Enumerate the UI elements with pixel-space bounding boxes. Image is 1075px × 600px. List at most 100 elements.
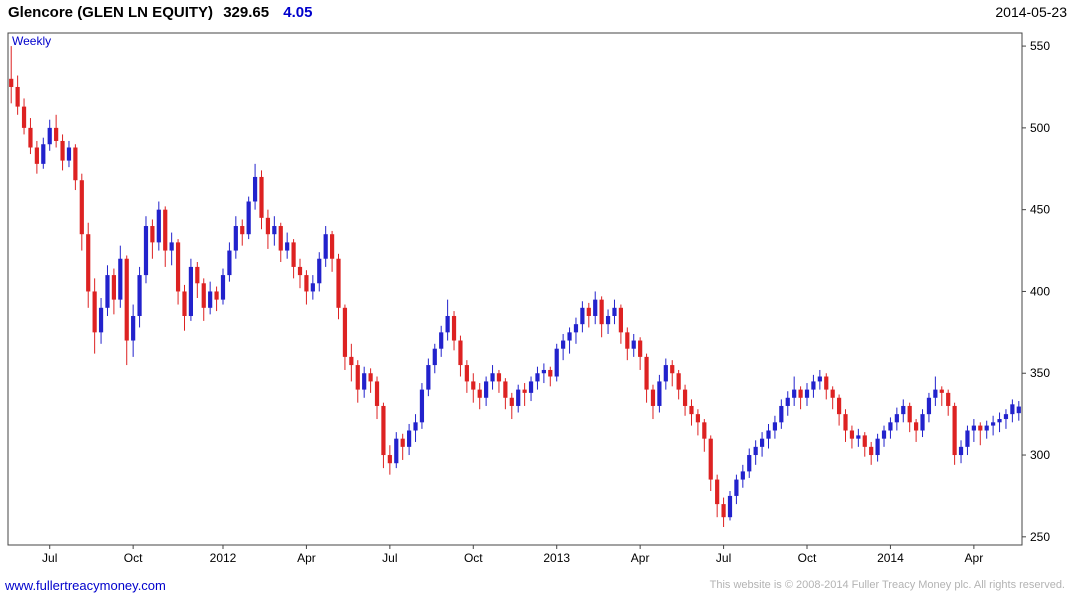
candle-body — [124, 258, 129, 341]
page-title: Glencore (GLEN LN EQUITY) 329.65 4.05 — [8, 4, 312, 21]
candle-body — [573, 324, 579, 333]
candle-body — [9, 78, 14, 87]
candle-body — [804, 389, 810, 398]
candle-body — [541, 369, 546, 374]
x-tick-label: 2012 — [210, 551, 237, 565]
candle-body — [798, 389, 803, 398]
candle-body — [759, 438, 765, 447]
candle-body — [477, 389, 482, 398]
candle-body — [650, 389, 656, 406]
candle-body — [792, 389, 797, 398]
candle-body — [439, 332, 444, 349]
candle-body — [612, 307, 617, 316]
last-price: 329.65 — [223, 4, 270, 21]
candle-body — [464, 365, 469, 382]
x-tick-label: Apr — [965, 551, 984, 565]
candle-body — [163, 209, 168, 251]
candle-body — [47, 127, 52, 145]
x-tick-label: Jul — [716, 551, 731, 565]
candle-body — [862, 435, 867, 447]
candle-body — [984, 425, 989, 431]
x-tick-label: Jul — [42, 551, 57, 565]
candle-body — [362, 373, 367, 390]
y-tick-label: 400 — [1030, 284, 1050, 298]
candle-body — [272, 226, 277, 235]
candle-body — [98, 307, 104, 333]
candle-body — [15, 86, 20, 107]
candle-body — [381, 405, 386, 456]
candle-body — [721, 504, 726, 518]
candle-body — [208, 291, 213, 308]
candle-body — [496, 373, 502, 382]
candle-body — [195, 266, 200, 284]
x-tick-label: 2014 — [877, 551, 904, 565]
candle-body — [92, 291, 97, 333]
candlestick-chart: 250 300 350 400 450 500 550 Jul Oct 2012 Apr Jul Oct… — [7, 32, 1050, 565]
x-tick-label: Apr — [297, 551, 316, 565]
candle-body — [631, 340, 636, 349]
y-tick-label: 500 — [1030, 121, 1050, 135]
candle-body — [734, 479, 739, 496]
candle-body — [329, 234, 335, 259]
candle-body — [772, 422, 778, 431]
candle-body — [60, 140, 65, 161]
candle-body — [567, 332, 572, 341]
candle-body — [28, 127, 33, 148]
candle-body — [310, 283, 315, 292]
candle-body — [451, 315, 457, 341]
candle-body — [233, 226, 238, 251]
site-link[interactable]: www.fullertreacymoney.com — [5, 577, 166, 593]
candle-body — [830, 389, 835, 398]
candle-body — [580, 307, 585, 325]
candle-body — [836, 397, 842, 415]
candle-body — [766, 430, 771, 439]
candle-body — [958, 446, 964, 456]
candle-body — [657, 381, 662, 406]
y-tick-label: 250 — [1030, 530, 1050, 544]
y-tick-label: 550 — [1030, 39, 1050, 53]
candle-body — [259, 176, 264, 218]
candle-body — [374, 381, 380, 406]
candle-body — [66, 147, 72, 161]
candle-body — [175, 242, 181, 292]
candle-body — [522, 389, 527, 393]
y-tick-label: 300 — [1030, 448, 1050, 462]
x-tick-label: Apr — [631, 551, 650, 565]
candle-body — [1003, 414, 1009, 420]
candle-body — [368, 373, 373, 382]
candle-body — [715, 479, 720, 505]
candle-body — [869, 446, 874, 456]
candle-body — [426, 365, 431, 390]
candle-body — [997, 419, 1002, 423]
candle-body — [407, 430, 412, 447]
candle-body — [638, 340, 643, 357]
candle-body — [702, 422, 707, 439]
candle-body — [843, 414, 848, 431]
candle-body — [291, 242, 296, 267]
candle-body — [554, 348, 559, 377]
candle-body — [926, 397, 932, 415]
candle-body — [708, 438, 713, 480]
candle-body — [740, 471, 745, 480]
candle-body — [933, 389, 938, 398]
candle-body — [150, 226, 155, 243]
candle-body — [227, 250, 232, 276]
instrument-name: Glencore (GLEN LN EQUITY) — [8, 4, 214, 21]
candle-body — [528, 381, 534, 393]
candle-body — [978, 425, 983, 431]
candle-body — [907, 405, 912, 423]
candle-body — [676, 373, 681, 390]
candle-body — [214, 291, 219, 300]
candle-body — [432, 348, 437, 366]
candle-body — [278, 226, 283, 251]
candle-body — [856, 435, 861, 439]
candle-body — [663, 365, 668, 382]
candle-body — [952, 405, 957, 456]
candle-body — [323, 234, 328, 259]
candle-body — [297, 266, 303, 276]
x-tick-label: Oct — [124, 551, 143, 565]
candle-body — [747, 455, 752, 472]
candle-body — [73, 147, 78, 181]
x-tick-label: 2013 — [543, 551, 570, 565]
candle-body — [252, 176, 258, 202]
